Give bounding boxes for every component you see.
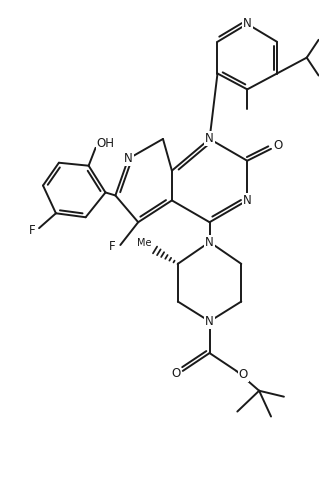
Text: N: N	[205, 236, 214, 248]
Text: N: N	[124, 152, 133, 165]
Text: N: N	[205, 132, 214, 146]
Text: O: O	[239, 369, 248, 381]
Text: Me: Me	[137, 238, 151, 248]
Text: N: N	[243, 194, 252, 207]
Text: F: F	[29, 224, 36, 237]
Text: N: N	[243, 17, 252, 31]
Text: F: F	[109, 241, 116, 253]
Text: OH: OH	[96, 137, 115, 151]
Text: O: O	[273, 139, 283, 153]
Text: O: O	[171, 368, 180, 380]
Text: N: N	[205, 315, 214, 328]
